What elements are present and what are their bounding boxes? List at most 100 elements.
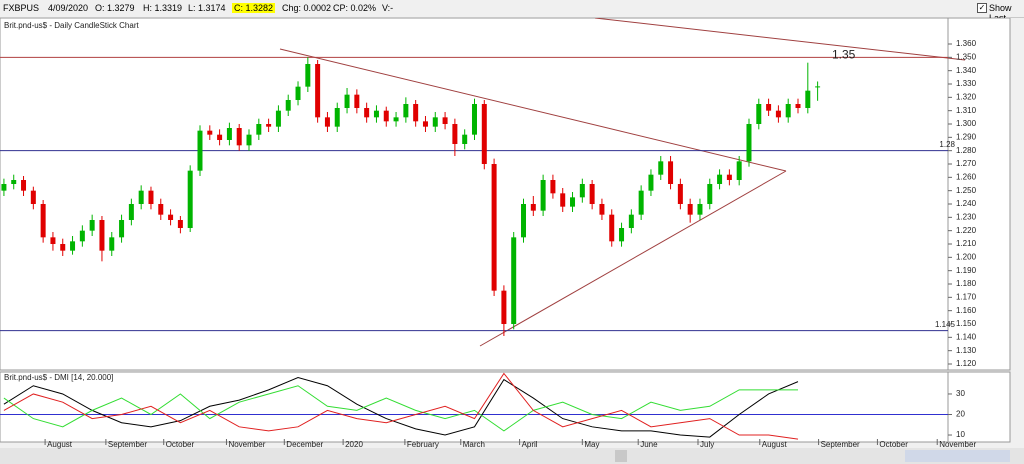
candle-body	[766, 104, 772, 111]
y-tick-label: 1.130	[956, 346, 977, 355]
level-label: 1.145	[935, 320, 956, 329]
candle-body	[89, 220, 95, 231]
candle-body	[648, 174, 654, 191]
y-tick-label: 1.350	[956, 52, 977, 61]
candle-body	[138, 190, 144, 204]
y-tick-label: 1.240	[956, 199, 977, 208]
candle-body	[354, 94, 360, 108]
scroll-thumb[interactable]	[615, 450, 627, 462]
chart-title: Brit.pnd-us$ - DMI [14, 20.000]	[4, 373, 113, 382]
y-tick-label: 1.150	[956, 319, 977, 328]
candle-body	[148, 190, 154, 204]
scrollbar[interactable]	[0, 448, 1024, 464]
candle-body	[815, 86, 821, 88]
y-tick-label: 1.160	[956, 306, 977, 315]
x-tick-label: August	[762, 440, 788, 449]
candle-body	[668, 161, 674, 184]
y-tick-label: 1.120	[956, 359, 977, 368]
dmi-line	[3, 377, 799, 438]
y-tick-label: 1.260	[956, 172, 977, 181]
candle-body	[217, 134, 223, 140]
candle-body	[334, 108, 340, 127]
x-tick-label: April	[522, 440, 538, 449]
candle-body	[119, 220, 125, 238]
candle-body	[324, 117, 330, 127]
candle-body	[707, 184, 713, 204]
candle-body	[717, 174, 723, 184]
field: H: 1.3319	[143, 3, 183, 13]
candle-body	[40, 204, 46, 238]
y-tick-label: 1.310	[956, 106, 977, 115]
x-tick-label: February	[407, 440, 439, 449]
y-tick-label: 1.200	[956, 252, 977, 261]
candle-body	[226, 128, 232, 140]
y-tick-label: 1.220	[956, 226, 977, 235]
candle-body	[285, 100, 291, 111]
y-tick-label: 20	[956, 410, 965, 419]
candle-body	[266, 124, 272, 127]
chart: Brit.pnd-us$ - Daily CandleStick Chart B…	[0, 18, 1024, 464]
x-tick-label: October	[879, 440, 908, 449]
candle-body	[158, 204, 164, 215]
candle-body	[491, 164, 497, 291]
candle-body	[30, 190, 36, 204]
x-tick-label: March	[463, 440, 485, 449]
checkbox[interactable]: ✓	[977, 3, 987, 13]
x-tick-label: June	[640, 440, 658, 449]
y-tick-label: 1.280	[956, 146, 977, 155]
candle-body	[511, 237, 517, 324]
candle-body	[756, 104, 762, 124]
y-tick-label: 10	[956, 430, 965, 439]
y-tick-label: 1.330	[956, 79, 977, 88]
field: CP: 0.02%	[333, 3, 377, 13]
candle-body	[99, 220, 105, 251]
candle-body	[344, 94, 350, 108]
candle-body	[697, 204, 703, 215]
candle-body	[658, 161, 664, 175]
candle-body	[403, 104, 409, 118]
y-tick-label: 1.300	[956, 119, 977, 128]
y-tick-label: 1.270	[956, 159, 977, 168]
symbol: FXBPUS	[3, 3, 40, 13]
candle-body	[256, 124, 262, 135]
candle-body	[177, 220, 183, 228]
candle-body	[236, 128, 242, 146]
nav-buttons[interactable]	[905, 450, 1010, 462]
candle-body	[795, 104, 801, 108]
candle-body	[442, 117, 448, 124]
candle-body	[187, 170, 193, 228]
candle-body	[422, 121, 428, 127]
x-tick-label: May	[584, 440, 599, 449]
candle-body	[736, 161, 742, 180]
x-tick-label: September	[108, 440, 147, 449]
candle-body	[275, 110, 281, 127]
candle-body	[315, 64, 321, 118]
candle-body	[207, 130, 213, 135]
candle-body	[168, 214, 174, 220]
level-label: 1.28	[939, 140, 955, 149]
candle-body	[70, 241, 76, 251]
candle-body	[373, 110, 379, 118]
y-tick-label: 1.180	[956, 279, 977, 288]
x-tick-label: October	[166, 440, 195, 449]
candle-body	[432, 117, 438, 127]
candle-body	[471, 104, 477, 135]
candle-body	[785, 104, 791, 118]
candle-body	[579, 184, 585, 198]
y-tick-label: 1.340	[956, 66, 977, 75]
candle-body	[393, 117, 399, 122]
candle-body	[677, 184, 683, 204]
candle-body	[599, 204, 605, 215]
field: V:-	[382, 3, 394, 13]
x-tick-label: July	[700, 440, 714, 449]
candle-body	[50, 237, 56, 244]
candle-body	[530, 204, 536, 211]
toolbar: FXBPUS 4/09/2020 O: 1.3279 H: 1.3319 L: …	[0, 0, 1024, 23]
y-tick-label: 1.250	[956, 186, 977, 195]
candle-body	[109, 237, 115, 251]
candle-body	[501, 290, 507, 324]
y-tick-label: 30	[956, 389, 965, 398]
candle-body	[619, 228, 625, 242]
x-tick-label: 2020	[345, 440, 363, 449]
